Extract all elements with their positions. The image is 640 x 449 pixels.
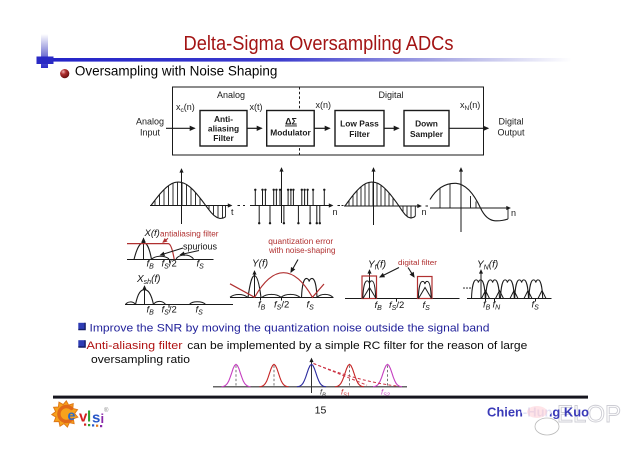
svg-text:fB: fB [258,300,266,312]
svg-text:Low Pass: Low Pass [340,119,379,129]
svg-text:oversampling ratio: oversampling ratio [91,354,190,366]
svg-text:15: 15 [315,405,327,417]
svg-text:spurious: spurious [183,242,218,252]
svg-text:fN: fN [493,300,502,312]
svg-text:fS2: fS2 [381,388,390,399]
svg-text:®: ® [104,407,109,414]
svg-text:digital filter: digital filter [398,258,438,267]
svg-text:ELOP: ELOP [557,401,621,428]
svg-text:Delta-Sigma Oversampling ADCs: Delta-Sigma Oversampling ADCs [184,33,454,55]
svg-text:quantization error: quantization error [268,236,333,246]
svg-text:Improve the SNR by moving the: Improve the SNR by moving the quantizati… [90,323,490,335]
svg-text:x(n): x(n) [316,100,332,110]
svg-text:fS: fS [307,300,315,312]
svg-text:fS1: fS1 [341,388,350,399]
svg-text:with noise-shaping: with noise-shaping [268,245,336,255]
svg-text:n: n [333,207,338,217]
svg-text:x(t): x(t) [250,102,263,112]
svg-text:Down: Down [415,119,438,129]
svg-text:s: s [92,410,100,427]
svg-text:e: e [68,407,76,423]
svg-text:Y(f): Y(f) [252,259,268,270]
svg-text:fS: fS [197,259,205,271]
svg-text:fS: fS [196,305,204,317]
svg-text:n: n [422,207,427,217]
svg-text:antialiasing filter: antialiasing filter [160,230,219,239]
svg-text:xc(n): xc(n) [176,102,195,114]
svg-text:Analog: Analog [217,90,245,100]
svg-text:Filter: Filter [349,129,370,139]
svg-text:Output: Output [497,128,525,138]
svg-text:t: t [231,207,234,217]
svg-text:can be implemented by a simple: can be implemented by a simple RC filter… [187,340,527,352]
svg-text:Anti-: Anti- [214,114,233,124]
svg-text:X(f): X(f) [144,228,160,239]
svg-text:fB: fB [320,388,326,399]
svg-text:i: i [101,411,105,426]
svg-text:fB: fB [375,300,383,312]
svg-text:l: l [87,409,91,426]
svg-text:ΔΣ: ΔΣ [285,117,297,127]
svg-text:YN(f): YN(f) [477,260,498,272]
svg-text:fS: fS [423,300,431,312]
svg-text:Xsh(f): Xsh(f) [136,274,161,286]
svg-text:Oversampling with Noise Shapin: Oversampling with Noise Shaping [75,62,278,78]
svg-text:Digital: Digital [378,90,403,100]
svg-text:Input: Input [140,128,161,138]
svg-text:fB: fB [147,259,155,271]
svg-text:fS/2: fS/2 [162,305,177,317]
svg-text:Filter: Filter [213,133,234,143]
svg-text:Analog: Analog [136,117,164,127]
svg-text:fS: fS [532,300,540,312]
svg-text:fS/2: fS/2 [274,300,289,312]
svg-text:Yf(f): Yf(f) [368,260,386,272]
svg-text:fB: fB [147,305,155,317]
svg-text:xN(n): xN(n) [460,100,480,112]
svg-text:fB: fB [483,300,491,312]
svg-text:n: n [511,208,516,218]
svg-text:Digital: Digital [498,117,523,127]
svg-text:Sampler: Sampler [410,129,444,139]
svg-text:v: v [79,409,88,426]
svg-text:aliasing: aliasing [208,124,239,134]
svg-text:fS/2: fS/2 [162,259,177,271]
svg-text:Modulator: Modulator [270,128,311,138]
svg-text:Anti-aliasing filter: Anti-aliasing filter [87,340,183,352]
svg-text:fS/2: fS/2 [389,300,404,312]
